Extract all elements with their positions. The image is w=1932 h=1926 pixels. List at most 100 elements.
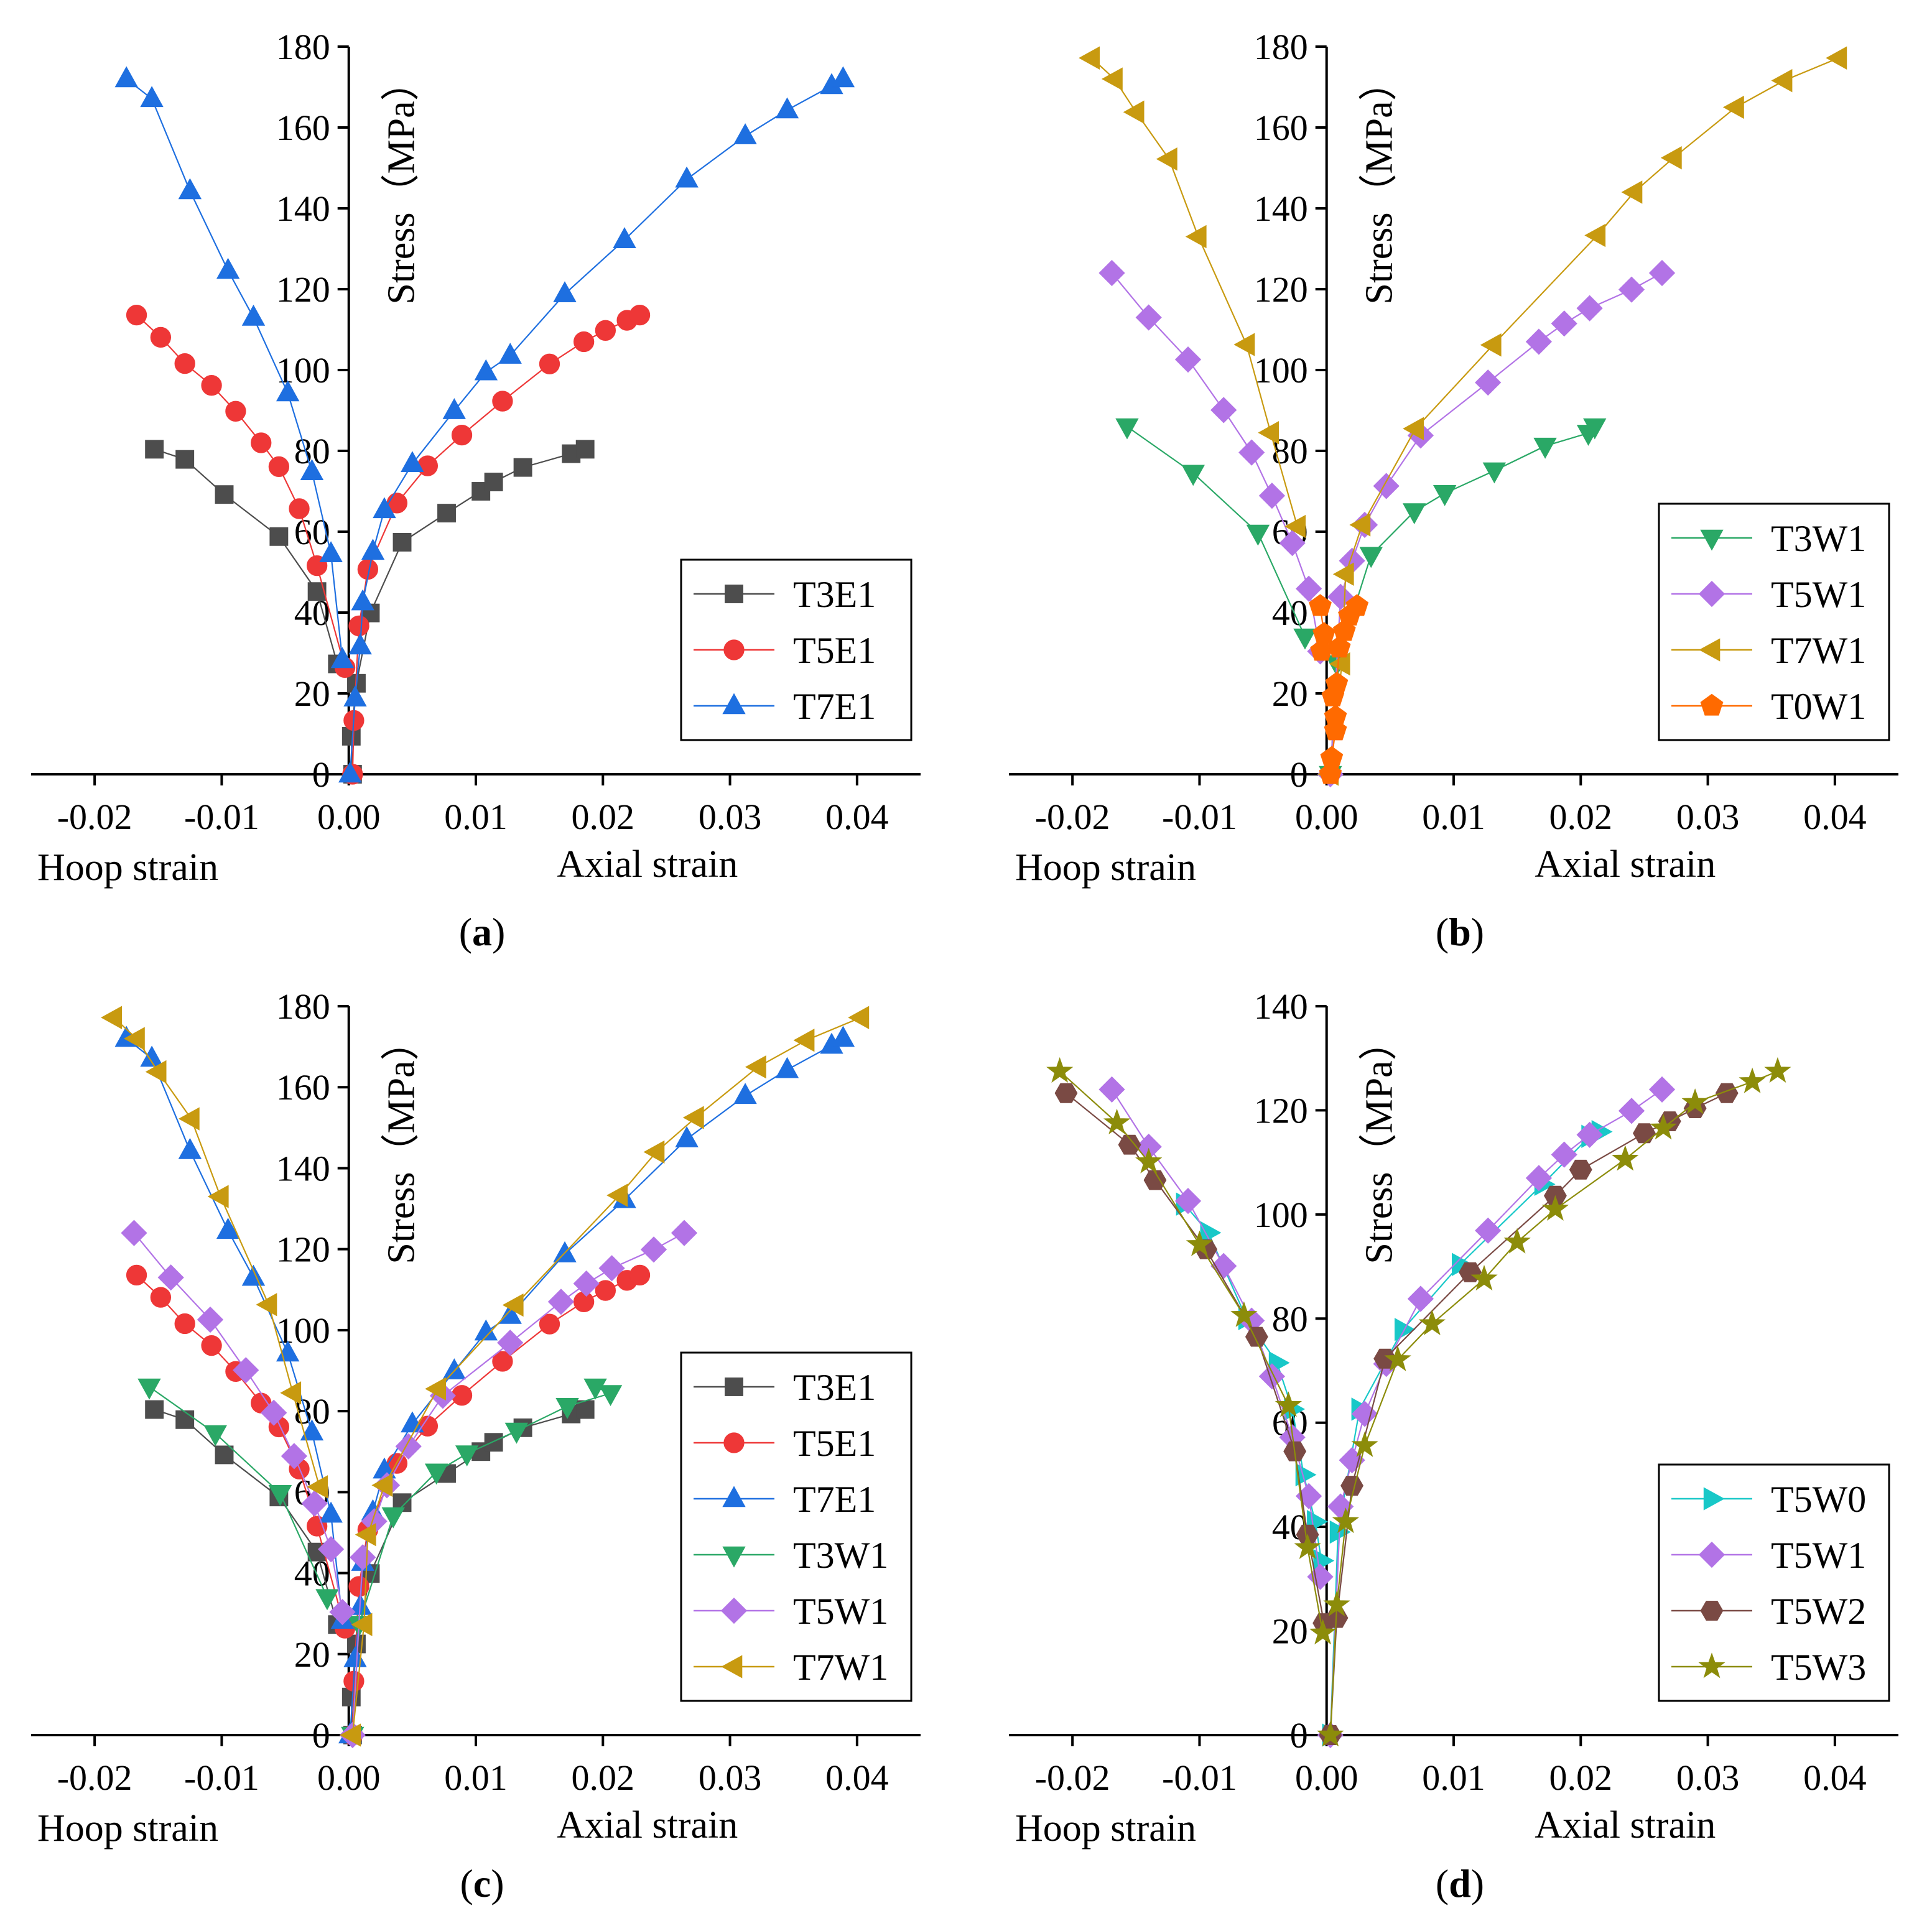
data-point-T5W3	[1503, 1228, 1531, 1254]
data-point-T3W1	[315, 1589, 339, 1611]
data-point-T3E1	[175, 450, 195, 469]
data-point-T3W1	[268, 1485, 292, 1506]
x-tick-label: 0.02	[1549, 1757, 1613, 1798]
series-T3E1	[145, 1400, 595, 1744]
data-point-T5W1	[1618, 276, 1645, 303]
data-point-T5E1	[539, 353, 560, 374]
data-point-T5E1	[225, 400, 246, 422]
data-point-T5W1	[1407, 1285, 1434, 1312]
data-point-T5W3	[1103, 1108, 1131, 1134]
data-point-T3W1	[1402, 503, 1426, 525]
data-point-T5E1	[201, 375, 222, 396]
data-point-T7E1	[276, 380, 300, 402]
data-point-T7E1	[553, 281, 577, 302]
hoop-strain-label: Hoop strain	[1015, 846, 1196, 889]
legend-label: T7W1	[793, 1647, 888, 1688]
data-point-T3W1	[1359, 547, 1383, 568]
data-point-T7E1	[775, 97, 799, 119]
x-tick-label: 0.03	[699, 1757, 762, 1798]
data-point-T5W1	[1258, 482, 1286, 509]
x-tick-label: 0.00	[317, 797, 381, 837]
legend-box	[1658, 502, 1890, 741]
y-tick-label: 120	[276, 1229, 330, 1270]
legend-box	[1658, 1463, 1890, 1702]
data-point-T7E1	[241, 304, 266, 326]
axial-strain-label: Axial strain	[557, 843, 738, 886]
data-point-T7E1	[300, 459, 324, 480]
data-point-T7E1	[300, 1419, 324, 1441]
data-point-T7W1	[1258, 421, 1279, 445]
x-tick-label: 0.02	[572, 797, 635, 837]
legend-marker-T7E1	[722, 693, 746, 715]
data-point-T5E1	[492, 391, 513, 412]
x-tick-label: 0.02	[572, 1757, 635, 1798]
series-T5W3	[1046, 1057, 1791, 1747]
x-tick-label: 0.01	[1422, 1757, 1485, 1798]
data-point-T0W1	[1324, 705, 1347, 727]
data-point-T7E1	[330, 647, 355, 669]
data-point-T0W1	[1327, 636, 1351, 658]
data-point-T5E1	[150, 1287, 172, 1308]
data-point-T7E1	[401, 451, 424, 472]
data-point-T7E1	[442, 398, 466, 419]
data-point-T5W3	[1541, 1195, 1569, 1221]
data-point-T0W1	[1319, 762, 1342, 784]
data-point-T5E1	[629, 304, 651, 326]
data-point-T7W1	[1660, 146, 1682, 170]
data-point-T5W1	[1238, 439, 1265, 466]
data-point-T5W3	[1135, 1147, 1163, 1174]
legend-label: T5W3	[1771, 1647, 1866, 1688]
series-T7E1	[114, 66, 855, 783]
axial-strain-label: Axial strain	[1535, 843, 1716, 886]
data-point-T7W1	[1079, 46, 1100, 70]
panel-label: (d)	[1436, 1861, 1484, 1905]
data-point-T7W1	[1123, 100, 1145, 124]
data-point-T7W1	[307, 1475, 328, 1499]
panel-a: -0.02 -0.01 0.00 0.01 0.02 0.03 0.040204060801…	[31, 27, 921, 954]
series-T7W1	[101, 1006, 870, 1747]
series-T0W1	[1309, 594, 1369, 784]
data-point-T5E1	[492, 1351, 513, 1372]
x-tick-label: -0.02	[57, 797, 132, 837]
data-point-T5W3	[1275, 1391, 1303, 1417]
data-point-T5W2	[1054, 1083, 1078, 1103]
legend: T3E1 T5E1 T7E1 T3W1 T5W1 T7W1	[680, 1351, 913, 1702]
data-point-T5E1	[174, 1313, 195, 1335]
y-axis-label: Stress（MPa）	[381, 62, 423, 304]
data-point-T7W1	[1826, 46, 1847, 70]
y-tick-label: 120	[276, 269, 330, 310]
data-point-T7E1	[442, 1358, 466, 1379]
data-point-T5E1	[251, 432, 272, 453]
data-point-T7E1	[348, 633, 372, 655]
data-point-T7E1	[361, 539, 385, 560]
data-point-T7E1	[613, 227, 636, 248]
y-axis-label: Stress（MPa）	[381, 1022, 423, 1264]
hoop-strain-label: Hoop strain	[1015, 1807, 1196, 1850]
data-point-T7E1	[474, 359, 498, 381]
legend-label: T5E1	[793, 1423, 876, 1464]
data-point-T5W1	[350, 1544, 376, 1571]
data-point-T3W1	[555, 1398, 579, 1419]
data-point-T7E1	[343, 685, 367, 706]
data-point-T5W3	[1612, 1145, 1639, 1171]
legend-label: T7W1	[1771, 630, 1866, 671]
data-point-T5W1	[1551, 310, 1577, 337]
data-point-T7W1	[280, 1381, 302, 1405]
data-point-T5E1	[573, 1291, 595, 1312]
data-point-T5W3	[1470, 1264, 1498, 1291]
legend-label: T3W1	[793, 1535, 888, 1576]
data-point-T5W1	[1576, 1121, 1603, 1148]
data-point-T5W3	[1309, 1619, 1337, 1645]
y-tick-label: 120	[1254, 1090, 1308, 1131]
x-tick-label: 0.01	[444, 797, 508, 837]
data-point-T5W1	[1618, 1098, 1645, 1124]
data-point-T5W1	[497, 1329, 524, 1356]
data-point-T5W1	[1648, 259, 1676, 287]
legend-label: T0W1	[1771, 686, 1866, 727]
data-point-T7E1	[178, 1137, 202, 1159]
data-point-T7W1	[745, 1055, 766, 1079]
data-point-T7E1	[178, 178, 202, 200]
series-T5E1	[126, 304, 651, 785]
legend-marker-T0W1	[1700, 693, 1724, 716]
